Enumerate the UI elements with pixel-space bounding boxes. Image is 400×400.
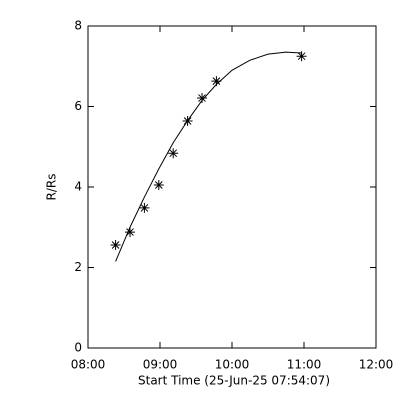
- fit-line: [115, 51, 302, 262]
- data-point: [153, 179, 164, 190]
- y-tick-label: 0: [74, 341, 82, 355]
- x-tick-label: 12:00: [359, 358, 394, 372]
- y-tick-label: 2: [74, 260, 82, 274]
- data-point: [110, 239, 121, 250]
- data-point: [182, 115, 193, 126]
- data-point: [139, 202, 150, 213]
- x-tick-label: 09:00: [143, 358, 178, 372]
- x-tick-label: 10:00: [215, 358, 250, 372]
- data-point: [296, 51, 307, 62]
- x-tick-label: 11:00: [287, 358, 322, 372]
- x-tick-label: 08:00: [71, 358, 106, 372]
- data-point: [125, 227, 135, 238]
- y-tick-label: 6: [74, 99, 82, 113]
- plot-frame: [87, 25, 377, 349]
- data-point: [197, 93, 207, 104]
- y-tick-label: 4: [74, 180, 82, 194]
- data-point: [168, 148, 179, 159]
- x-axis-label: Start Time (25-Jun-25 07:54:07): [138, 374, 330, 388]
- y-tick-label: 8: [74, 19, 82, 33]
- y-axis-label: R/Rs: [45, 174, 59, 201]
- data-point: [211, 76, 222, 87]
